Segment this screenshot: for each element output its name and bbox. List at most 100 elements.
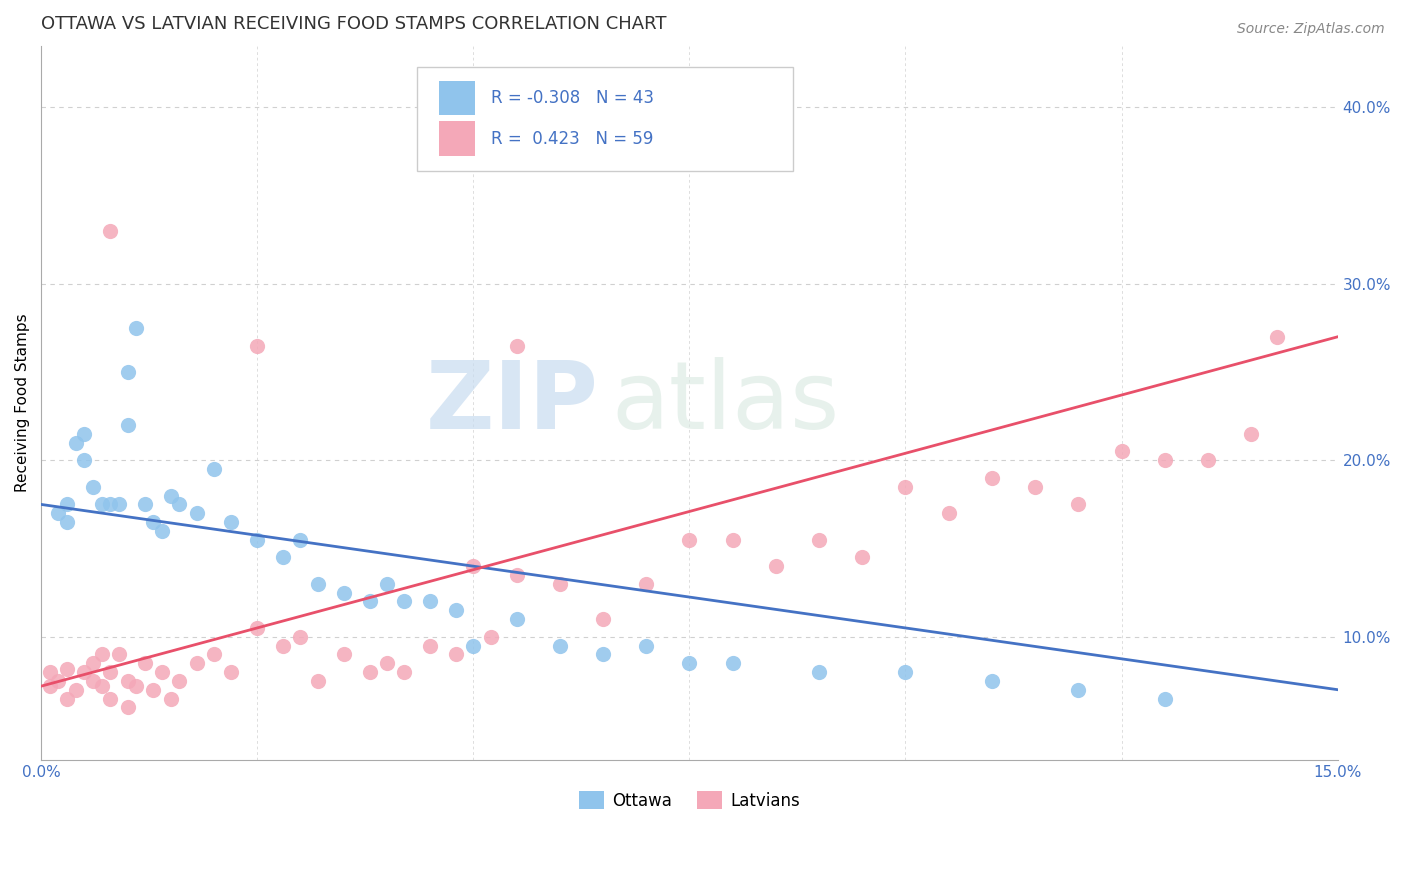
Point xyxy=(186,657,208,671)
Point xyxy=(290,533,312,547)
Point xyxy=(186,506,208,520)
Point xyxy=(678,657,700,671)
Point xyxy=(938,506,960,520)
Point xyxy=(117,673,139,688)
Point xyxy=(90,648,112,662)
Point xyxy=(134,498,156,512)
Text: R =  0.423   N = 59: R = 0.423 N = 59 xyxy=(491,129,654,147)
Point xyxy=(636,639,658,653)
Point xyxy=(375,577,398,591)
Point xyxy=(56,515,79,529)
Point xyxy=(463,559,485,574)
Point xyxy=(307,577,329,591)
Point xyxy=(505,338,527,352)
Point xyxy=(808,533,831,547)
Point xyxy=(134,657,156,671)
Point xyxy=(90,679,112,693)
Point xyxy=(98,498,121,512)
Point xyxy=(142,682,165,697)
Point xyxy=(721,657,744,671)
Point xyxy=(65,435,87,450)
Point xyxy=(1265,330,1288,344)
Point xyxy=(1067,682,1090,697)
Point xyxy=(98,665,121,679)
Point xyxy=(444,648,467,662)
Point xyxy=(38,665,60,679)
Point xyxy=(56,498,79,512)
Text: atlas: atlas xyxy=(612,357,839,449)
Text: R = -0.308   N = 43: R = -0.308 N = 43 xyxy=(491,89,654,107)
Point xyxy=(125,321,148,335)
Point xyxy=(1240,426,1263,441)
Point xyxy=(56,691,79,706)
Point xyxy=(592,648,614,662)
Point xyxy=(48,506,70,520)
Point xyxy=(851,550,873,565)
Point xyxy=(142,515,165,529)
Point xyxy=(90,498,112,512)
Point xyxy=(505,568,527,582)
Point xyxy=(359,594,381,608)
Point xyxy=(125,679,148,693)
Point xyxy=(108,648,131,662)
Point xyxy=(82,657,104,671)
Point xyxy=(219,665,242,679)
Point xyxy=(82,673,104,688)
Point xyxy=(1153,691,1175,706)
Point xyxy=(592,612,614,626)
Point xyxy=(108,498,131,512)
Point xyxy=(246,621,269,635)
Point xyxy=(150,665,173,679)
Point xyxy=(678,533,700,547)
Point xyxy=(332,648,354,662)
Point xyxy=(765,559,787,574)
Point xyxy=(444,603,467,617)
Point xyxy=(169,673,191,688)
Point xyxy=(98,224,121,238)
Point xyxy=(73,665,96,679)
Point xyxy=(636,577,658,591)
Point xyxy=(159,489,181,503)
Text: ZIP: ZIP xyxy=(426,357,599,449)
FancyBboxPatch shape xyxy=(418,67,793,170)
Point xyxy=(82,480,104,494)
Point xyxy=(56,661,79,675)
Point xyxy=(392,665,415,679)
Y-axis label: Receiving Food Stamps: Receiving Food Stamps xyxy=(15,314,30,492)
Point xyxy=(73,453,96,467)
Point xyxy=(117,365,139,379)
Point xyxy=(392,594,415,608)
Point xyxy=(980,673,1002,688)
Point xyxy=(307,673,329,688)
Point xyxy=(290,630,312,644)
Point xyxy=(219,515,242,529)
Point xyxy=(1024,480,1046,494)
Point xyxy=(548,577,571,591)
Point xyxy=(419,594,441,608)
Point xyxy=(1153,453,1175,467)
Point xyxy=(150,524,173,538)
Point xyxy=(721,533,744,547)
Point xyxy=(894,665,917,679)
Legend: Ottawa, Latvians: Ottawa, Latvians xyxy=(572,785,807,816)
Point xyxy=(479,630,502,644)
Point xyxy=(980,471,1002,485)
Point xyxy=(159,691,181,706)
Point xyxy=(463,639,485,653)
Point xyxy=(117,700,139,714)
Point xyxy=(375,657,398,671)
Point xyxy=(202,648,225,662)
Point xyxy=(332,585,354,599)
Text: OTTAWA VS LATVIAN RECEIVING FOOD STAMPS CORRELATION CHART: OTTAWA VS LATVIAN RECEIVING FOOD STAMPS … xyxy=(41,15,666,33)
Point xyxy=(1067,498,1090,512)
Point xyxy=(1197,453,1219,467)
Point xyxy=(808,665,831,679)
Point xyxy=(359,665,381,679)
Point xyxy=(246,533,269,547)
FancyBboxPatch shape xyxy=(439,80,475,115)
Point xyxy=(271,550,294,565)
Point xyxy=(38,679,60,693)
Point xyxy=(271,639,294,653)
Text: Source: ZipAtlas.com: Source: ZipAtlas.com xyxy=(1237,22,1385,37)
FancyBboxPatch shape xyxy=(439,121,475,156)
